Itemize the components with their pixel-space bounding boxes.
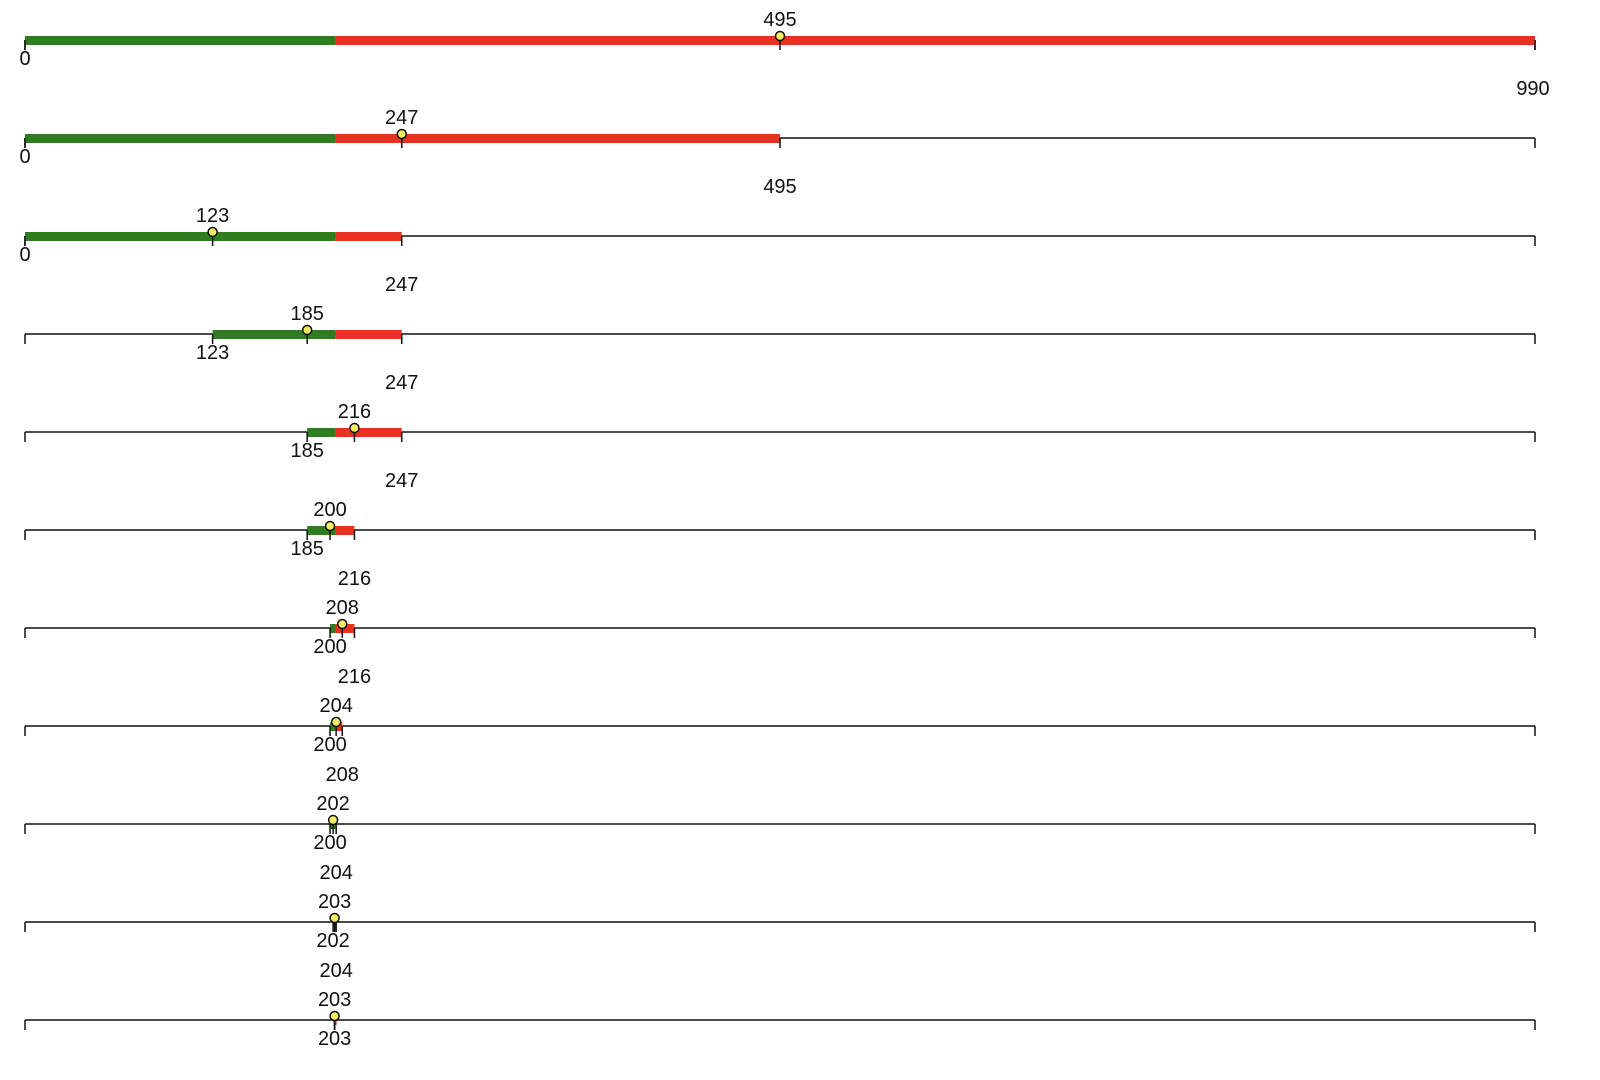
interval-below-target <box>25 36 336 45</box>
midpoint-label: 202 <box>316 793 349 815</box>
interval-high-label: 204 <box>319 862 352 884</box>
interval-high-label: 247 <box>385 274 418 296</box>
interval-low-label: 123 <box>196 342 229 364</box>
interval-below-target <box>307 526 336 535</box>
midpoint-label: 203 <box>318 989 351 1011</box>
interval-high-label: 247 <box>385 372 418 394</box>
interval-high-label: 204 <box>319 960 352 982</box>
interval-below-target <box>330 722 336 731</box>
interval-above-target <box>335 526 355 535</box>
interval-below-target <box>307 428 336 437</box>
interval-high-label: 495 <box>763 176 796 198</box>
interval-high-label: 208 <box>326 764 359 786</box>
interval-high-label: 216 <box>338 568 371 590</box>
interval-low-label: 0 <box>19 48 30 70</box>
midpoint-marker <box>349 422 360 434</box>
midpoint-label: 204 <box>319 695 352 717</box>
midpoint-label: 123 <box>196 205 229 227</box>
interval-above-target <box>335 36 1535 45</box>
interval-low-label: 200 <box>313 636 346 658</box>
midpoint-label: 200 <box>313 499 346 521</box>
midpoint-marker <box>330 716 342 728</box>
interval-low-label: 200 <box>313 832 346 854</box>
interval-below-target <box>212 330 336 339</box>
midpoint-marker <box>324 520 336 532</box>
midpoint-label: 247 <box>385 107 418 129</box>
interval-above-target <box>335 232 402 241</box>
midpoint-marker <box>207 226 218 238</box>
midpoint-marker <box>327 814 339 826</box>
interval-low-label: 185 <box>290 538 323 560</box>
midpoint-label: 185 <box>290 303 323 325</box>
interval-low-label: 0 <box>19 146 30 168</box>
interval-low-label: 0 <box>19 244 30 266</box>
midpoint-label: 203 <box>318 891 351 913</box>
interval-below-target <box>330 624 336 633</box>
midpoint-marker <box>396 128 407 140</box>
interval-high-label: 990 <box>1516 78 1549 100</box>
midpoint-marker <box>337 618 348 630</box>
interval-above-target <box>335 428 402 437</box>
midpoint-marker <box>329 912 340 924</box>
midpoint-label: 208 <box>326 597 359 619</box>
midpoint-marker <box>301 324 313 336</box>
interval-below-target <box>25 134 336 143</box>
midpoint-marker <box>329 1010 340 1022</box>
midpoint-label: 495 <box>763 9 796 31</box>
interval-above-target <box>335 134 780 143</box>
interval-below-target <box>25 232 336 241</box>
interval-low-label: 203 <box>318 1028 351 1050</box>
interval-high-label: 216 <box>338 666 371 688</box>
interval-above-target <box>335 330 402 339</box>
interval-low-label: 202 <box>316 930 349 952</box>
interval-high-label: 247 <box>385 470 418 492</box>
interval-low-label: 200 <box>313 734 346 756</box>
midpoint-label: 216 <box>338 401 371 423</box>
midpoint-marker <box>774 30 786 42</box>
interval-low-label: 185 <box>290 440 323 462</box>
